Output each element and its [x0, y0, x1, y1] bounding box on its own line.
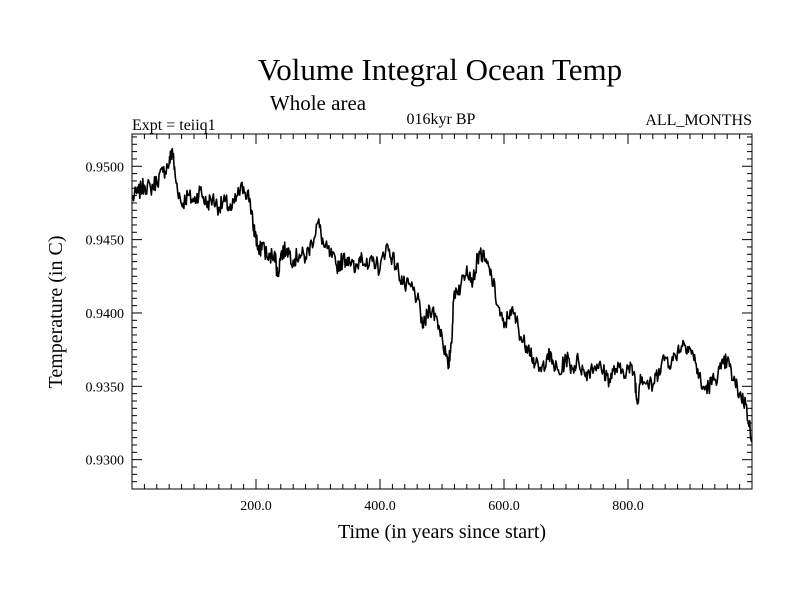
y-tick-label: 0.9400 — [86, 307, 125, 322]
x-axis-label: Time (in years since start) — [338, 521, 546, 543]
experiment-label: Expt = teiiq1 — [132, 117, 216, 134]
y-tick-label: 0.9350 — [86, 380, 125, 395]
x-tick-label: 200.0 — [240, 499, 272, 514]
y-tick-label: 0.9300 — [86, 454, 125, 469]
period-label: 016kyr BP — [407, 111, 476, 128]
months-label: ALL_MONTHS — [645, 112, 752, 129]
y-axis-ticks: 0.9300 0.9350 0.9400 0.9450 0.9500 — [86, 136, 752, 490]
plot-frame — [131, 133, 753, 490]
x-axis-ticks: 200.0 400.0 600.0 800.0 — [143, 134, 741, 514]
y-tick-label: 0.9450 — [86, 234, 125, 249]
x-tick-label: 600.0 — [488, 499, 520, 514]
x-tick-label: 800.0 — [612, 499, 644, 514]
temperature-series-line — [131, 147, 753, 443]
y-tick-label: 0.9500 — [86, 160, 125, 175]
chart-title: Volume Integral Ocean Temp — [258, 52, 622, 87]
chart-subtitle: Whole area — [270, 91, 367, 115]
x-tick-label: 400.0 — [364, 499, 396, 514]
y-axis-label: Temperature (in C) — [45, 236, 67, 389]
